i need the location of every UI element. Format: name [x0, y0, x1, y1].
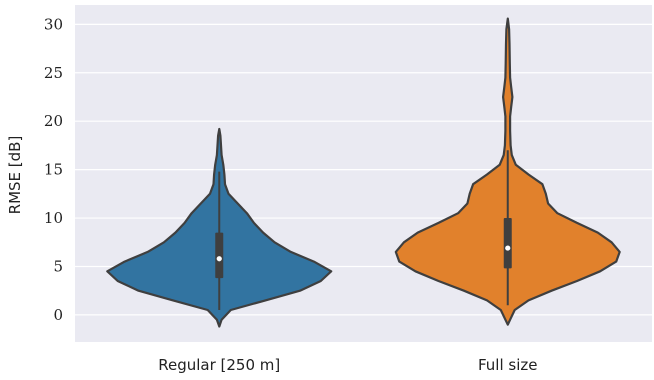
y-axis-label: RMSE [dB]	[6, 136, 24, 215]
iqr-box	[215, 232, 224, 279]
median-dot	[505, 245, 511, 251]
median-dot	[216, 256, 222, 262]
iqr-box	[503, 218, 512, 269]
y-tick-label: 5	[53, 257, 63, 275]
x-tick-label: Full size	[478, 356, 538, 374]
x-tick-labels: Regular [250 m] Full size	[158, 356, 537, 374]
y-tick-label: 15	[44, 161, 63, 179]
x-tick-label: Regular [250 m]	[158, 356, 280, 374]
y-tick-label: 10	[44, 209, 63, 227]
y-tick-label: 20	[44, 112, 63, 130]
y-tick-label: 0	[53, 306, 63, 324]
y-tick-label: 25	[44, 64, 63, 82]
violins	[106, 17, 621, 328]
y-tick-labels: 0 5 10 15 20 25 30	[44, 15, 63, 324]
y-tick-label: 30	[44, 15, 63, 33]
